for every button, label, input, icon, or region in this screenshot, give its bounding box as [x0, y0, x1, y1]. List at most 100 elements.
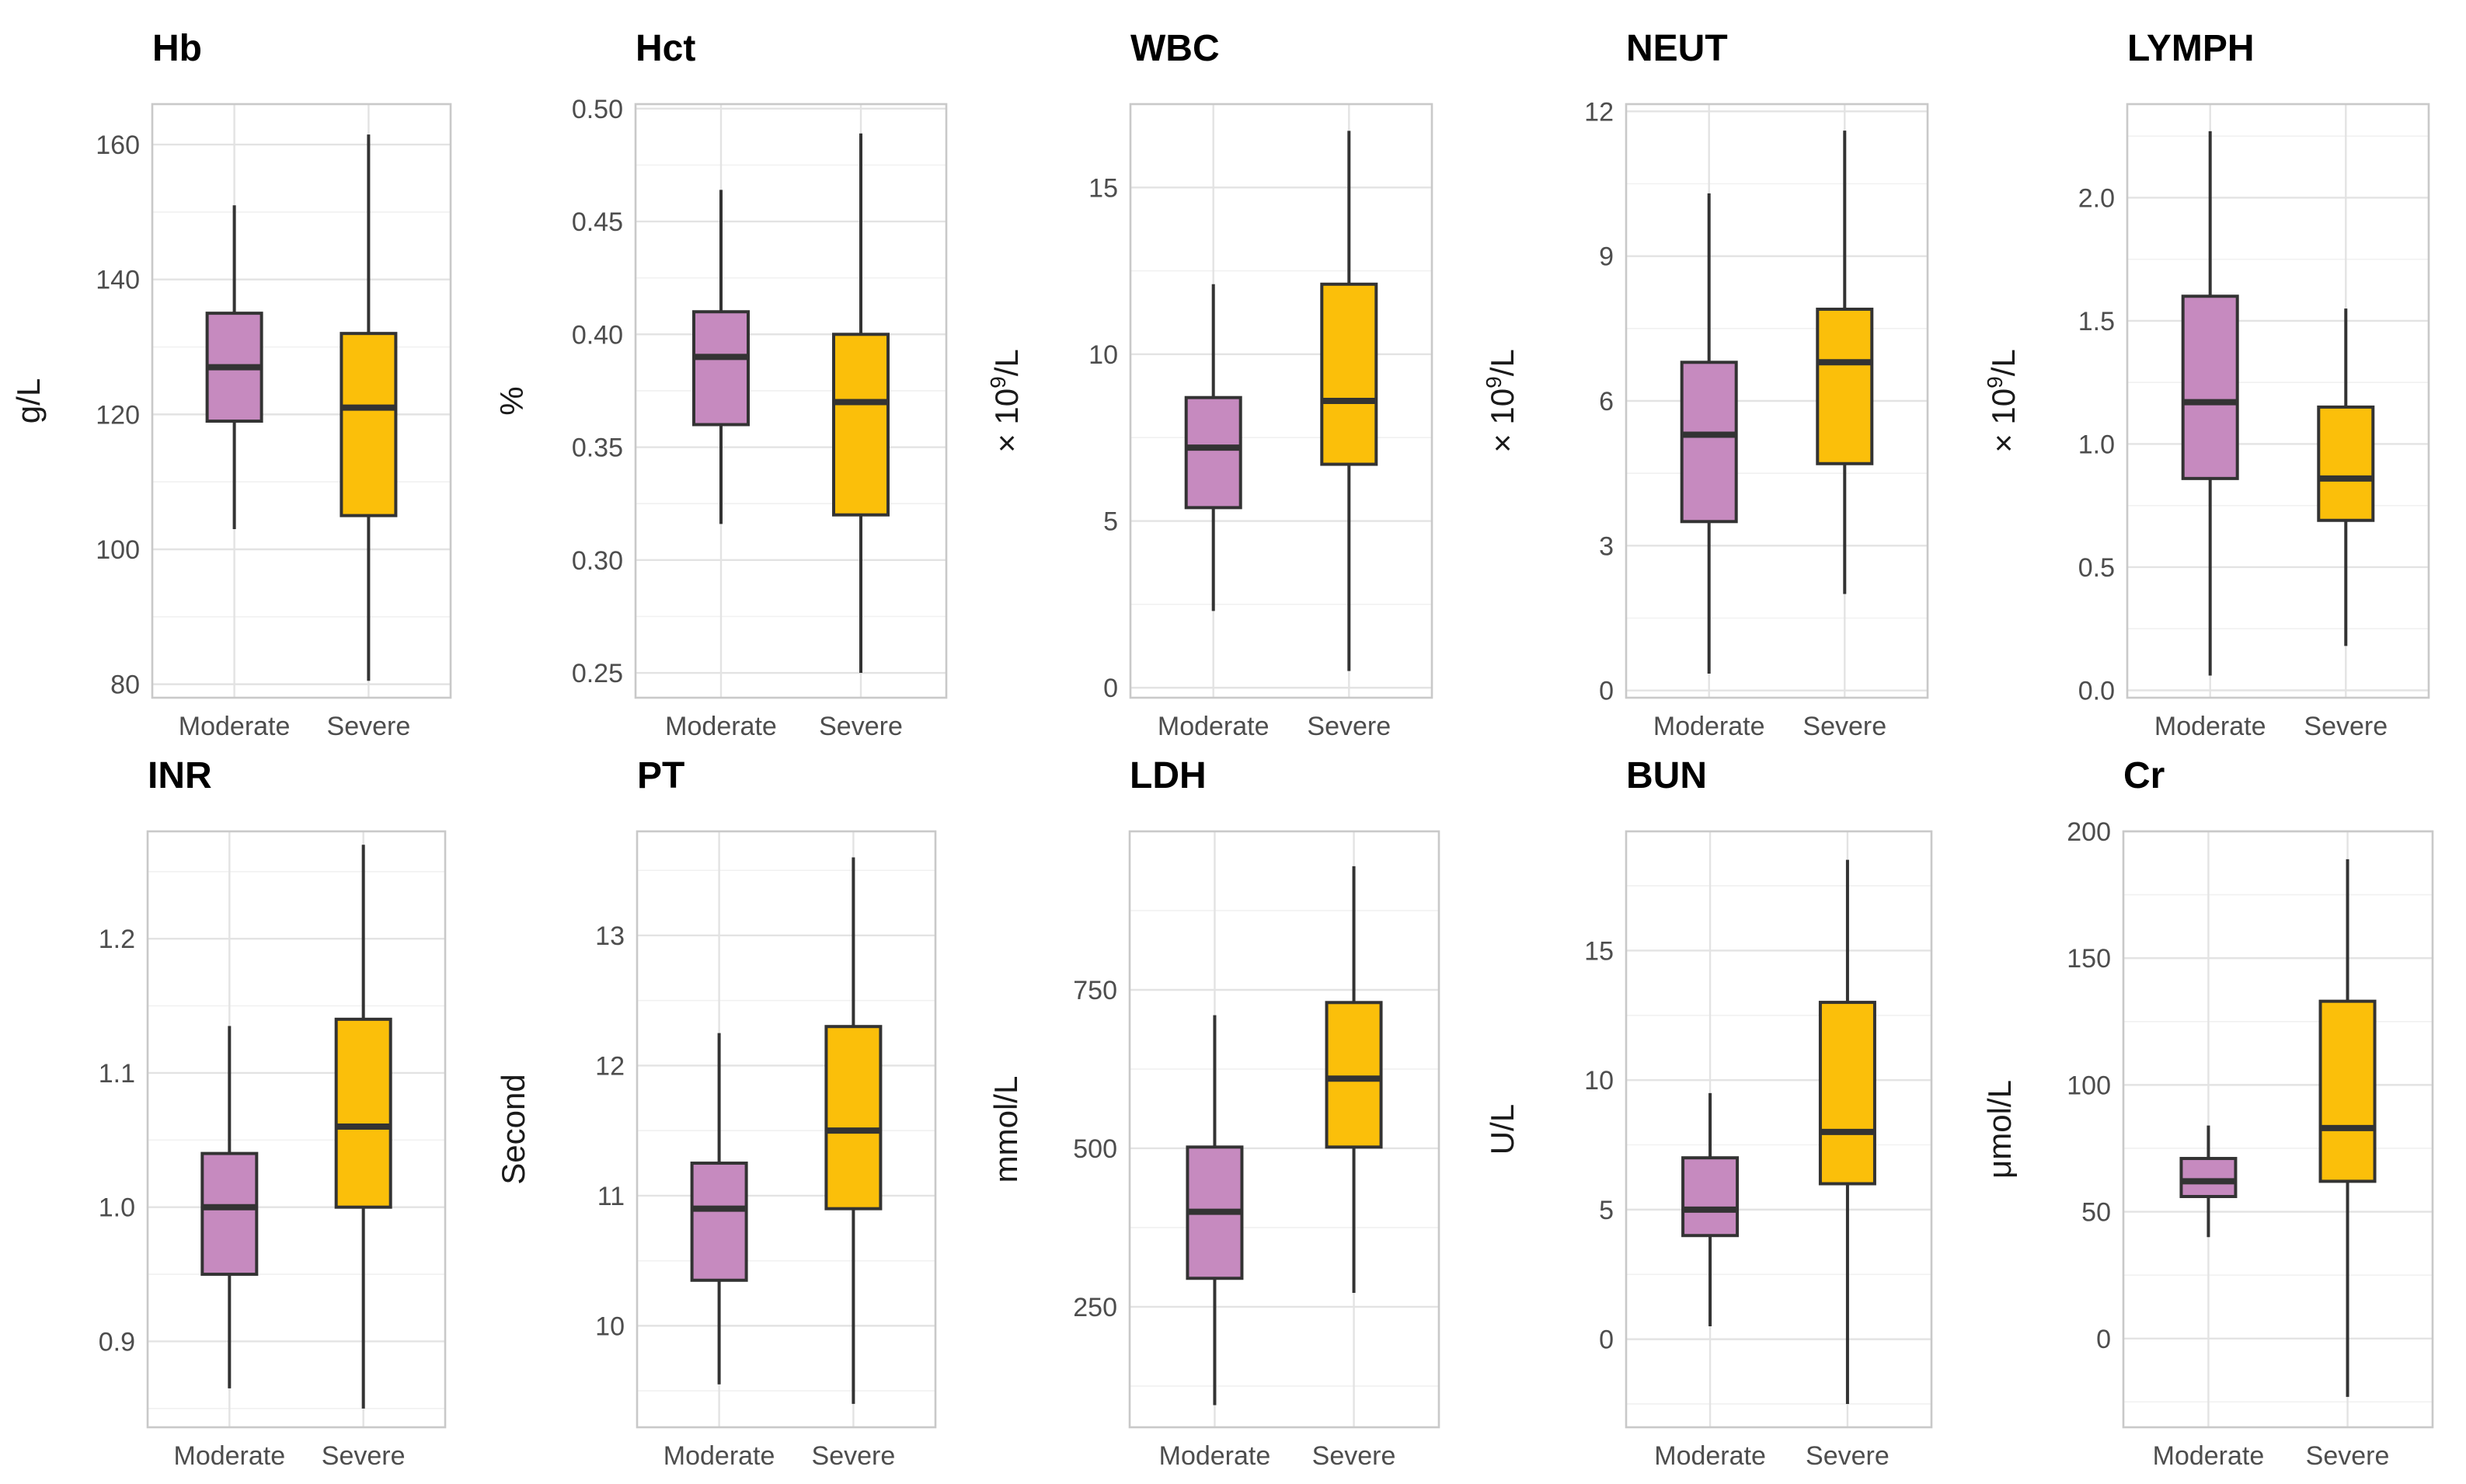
- panel-hb: 80 100 120 140 160 Moderate Severe Hb g/L: [10, 28, 452, 741]
- panel-title: NEUT: [1626, 28, 1728, 69]
- iqr-box: [824, 1025, 883, 1211]
- panel-neut: 0 3 6 9 12 Moderate Severe NEUT × 109/L: [1482, 28, 1929, 741]
- panel-pt: 10 11 12 13 Moderate Severe PT Second: [495, 755, 937, 1471]
- y-axis-label: mmol/L: [987, 1076, 1024, 1183]
- y-tick-label: 0: [1599, 1325, 1614, 1355]
- y-tick-label: 13: [595, 921, 625, 951]
- panel-frame: [2126, 103, 2430, 699]
- panel-title: BUN: [1626, 755, 1707, 796]
- panel-title: Hct: [636, 28, 695, 69]
- x-tick-label: Severe: [327, 712, 411, 741]
- box-severe: [2318, 859, 2377, 1397]
- y-tick-label: 750: [1073, 976, 1117, 1005]
- y-axis-label: Second: [495, 1074, 531, 1184]
- panel-inr: 0.9 1.0 1.1 1.2 Moderate Severe INR: [99, 755, 447, 1471]
- y-tick-label: 1.5: [2078, 307, 2115, 336]
- y-tick-label: 250: [1073, 1293, 1117, 1322]
- box-moderate: [692, 190, 750, 524]
- y-tick-label: 160: [96, 131, 140, 160]
- y-axis-label: %: [493, 386, 530, 415]
- y-tick-label: 1.2: [99, 925, 135, 954]
- panel-frame: [146, 830, 447, 1429]
- y-tick-label: 0: [2096, 1325, 2111, 1354]
- x-tick-label: Moderate: [174, 1441, 286, 1471]
- x-tick-label: Moderate: [1654, 1441, 1766, 1471]
- y-axis-label: U/L: [1484, 1104, 1520, 1155]
- x-tick-label: Moderate: [665, 712, 777, 741]
- x-tick-label: Moderate: [1159, 1441, 1271, 1471]
- y-tick-label: 1.1: [99, 1059, 135, 1089]
- panel-title: Hb: [152, 28, 202, 69]
- y-tick-label: 0.9: [99, 1327, 135, 1357]
- panel-title: PT: [637, 755, 684, 796]
- y-axis-label: × 109/L: [1482, 349, 1520, 453]
- box-moderate: [2179, 1125, 2238, 1238]
- box-moderate: [1681, 1092, 1740, 1326]
- box-severe: [1816, 131, 1874, 594]
- box-moderate: [1184, 284, 1242, 611]
- x-tick-label: Moderate: [664, 1441, 775, 1471]
- y-tick-label: 15: [1584, 936, 1614, 966]
- iqr-box: [1320, 282, 1378, 466]
- x-tick-label: Severe: [1312, 1441, 1396, 1471]
- box-severe: [340, 134, 398, 681]
- y-tick-label: 1.0: [2078, 430, 2115, 459]
- y-tick-label: 100: [2067, 1071, 2111, 1100]
- y-tick-label: 500: [1073, 1134, 1117, 1164]
- y-tick-label: 5: [1103, 507, 1118, 537]
- y-tick-label: 12: [595, 1051, 625, 1081]
- box-severe: [824, 857, 883, 1404]
- panel-wbc: 0 5 10 15 Moderate Severe WBC × 109/L: [986, 28, 1433, 741]
- box-moderate: [200, 1026, 259, 1388]
- iqr-box: [692, 310, 750, 427]
- y-axis-label: × 109/L: [1983, 349, 2022, 453]
- panel-frame: [1128, 830, 1440, 1429]
- x-tick-label: Severe: [1802, 712, 1886, 741]
- y-tick-label: 0: [1599, 677, 1614, 706]
- panel-bun: 0 5 10 15 Moderate Severe BUN U/L: [1484, 755, 1933, 1471]
- y-tick-label: 0.25: [572, 659, 623, 688]
- panel-frame: [636, 830, 937, 1429]
- box-severe: [1818, 859, 1876, 1404]
- y-tick-label: 50: [2081, 1198, 2111, 1228]
- iqr-box: [1325, 1001, 1383, 1149]
- iqr-box: [340, 332, 398, 517]
- box-severe: [1325, 866, 1383, 1294]
- iqr-box: [690, 1162, 748, 1282]
- iqr-box: [2181, 294, 2239, 480]
- box-moderate: [205, 205, 263, 529]
- x-tick-label: Moderate: [1158, 712, 1270, 741]
- panel-cr: 0 50 100 150 200 Moderate Severe Cr μmol/L: [1981, 755, 2434, 1471]
- y-tick-label: 0.45: [572, 207, 623, 237]
- box-severe: [832, 133, 890, 674]
- y-tick-label: 150: [2067, 944, 2111, 974]
- y-tick-label: 10: [1584, 1066, 1614, 1096]
- y-tick-label: 9: [1599, 242, 1614, 272]
- x-tick-label: Severe: [2306, 1441, 2390, 1471]
- x-tick-label: Severe: [2304, 712, 2388, 741]
- iqr-box: [334, 1017, 392, 1209]
- iqr-box: [200, 1151, 259, 1277]
- panel-lymph: 0.0 0.5 1.0 1.5 2.0 Moderate Severe LYMPH × 109/…: [1983, 28, 2430, 741]
- x-tick-label: Severe: [812, 1441, 896, 1471]
- panel-frame: [151, 103, 452, 699]
- y-axis-label: μmol/L: [1981, 1080, 2018, 1179]
- y-tick-label: 0.50: [572, 95, 623, 124]
- y-tick-label: 140: [96, 266, 140, 295]
- panel-title: INR: [148, 755, 212, 796]
- y-tick-label: 0.35: [572, 434, 623, 463]
- x-tick-label: Severe: [1307, 712, 1391, 741]
- panel-frame: [634, 103, 948, 699]
- y-tick-label: 0.30: [572, 546, 623, 576]
- y-tick-label: 0.40: [572, 320, 623, 350]
- panel-title: LDH: [1130, 755, 1207, 796]
- panel-hct: 0.25 0.30 0.35 0.40 0.45 0.50 Moderate Severe Hc…: [493, 28, 948, 741]
- y-tick-label: 120: [96, 400, 140, 430]
- y-tick-label: 200: [2067, 817, 2111, 847]
- y-tick-label: 12: [1584, 97, 1614, 127]
- panel-title: WBC: [1130, 28, 1220, 69]
- iqr-box: [1816, 307, 1874, 465]
- box-moderate: [690, 1033, 748, 1385]
- panel-ldh: 250 500 750 Moderate Severe LDH mmol/L: [987, 755, 1440, 1471]
